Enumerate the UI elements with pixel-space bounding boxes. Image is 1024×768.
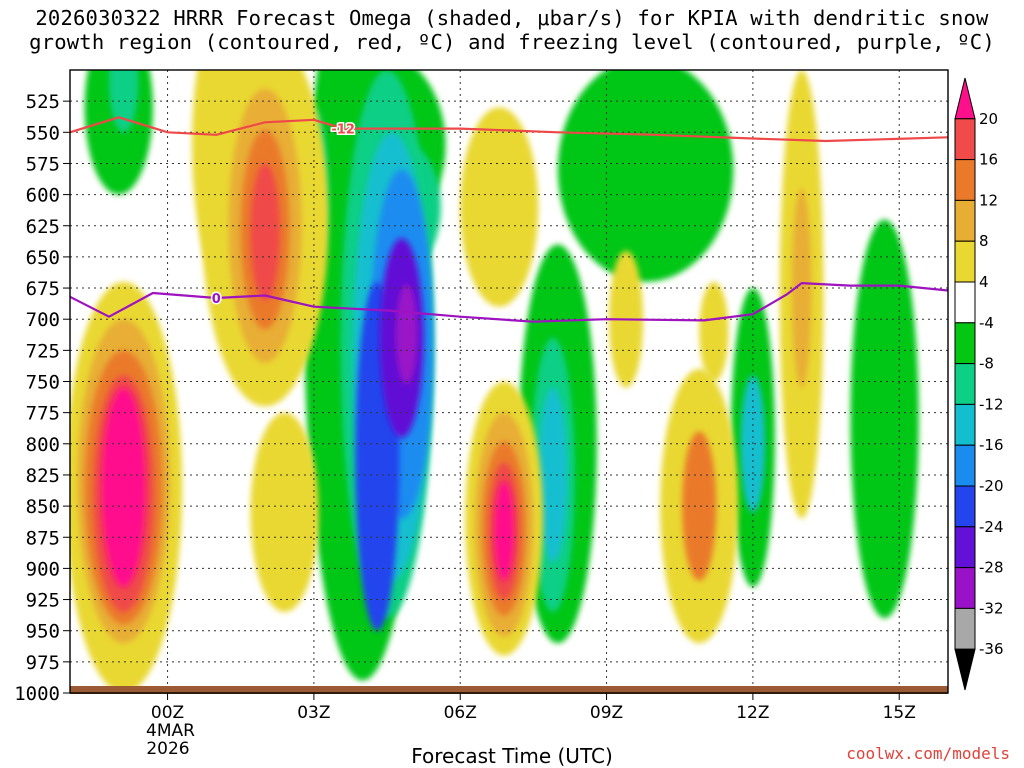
colorbar-top-arrow bbox=[954, 77, 976, 120]
y-tick-label: 1000 bbox=[14, 683, 60, 705]
omega-pos-2d bbox=[250, 163, 280, 301]
colorbar: 20 16 12 8 4 -4 -8 -12 -16 -20 -24 -28 -32 -36 bbox=[954, 77, 1004, 691]
chart-title-line1: 2026030322 HRRR Forecast Omega (shaded, … bbox=[35, 6, 989, 30]
colorbar-label: 12 bbox=[979, 191, 998, 209]
colorbar-swatch bbox=[954, 567, 976, 609]
omega-neg-6b bbox=[109, 70, 139, 133]
colorbar-swatch bbox=[954, 322, 976, 365]
dendritic-contour bbox=[70, 116, 948, 143]
y-tick-label: 625 bbox=[26, 216, 60, 238]
colorbar-label: -36 bbox=[979, 640, 1004, 658]
y-tick-label: 900 bbox=[26, 558, 60, 580]
y-tick-label: 650 bbox=[26, 247, 60, 269]
colorbar-label: -24 bbox=[979, 518, 1004, 536]
colorbar-swatch bbox=[954, 403, 976, 446]
y-tick-label: 575 bbox=[26, 153, 60, 175]
colorbar-swatch bbox=[954, 199, 976, 242]
date-label-year: 2026 bbox=[146, 739, 190, 759]
omega-pos-5b bbox=[682, 431, 717, 581]
colorbar-label: 4 bbox=[979, 273, 989, 291]
y-axis: 525 550 575 600 625 650 675 700 725 750 775 800 825 8… bbox=[14, 91, 70, 705]
colorbar-label: 8 bbox=[979, 232, 989, 250]
omega-pos-8 bbox=[460, 107, 539, 307]
colorbar-label: 16 bbox=[979, 151, 998, 169]
omega-neg-2c bbox=[538, 387, 568, 563]
omega-pos-3 bbox=[250, 412, 319, 613]
omega-pos-6b bbox=[791, 188, 812, 388]
y-tick-label: 750 bbox=[26, 372, 60, 394]
omega-shading bbox=[70, 70, 919, 693]
colorbar-label: -28 bbox=[979, 559, 1004, 577]
y-tick-label: 800 bbox=[26, 434, 60, 456]
colorbar-label: 20 bbox=[979, 110, 998, 128]
colorbar-swatch bbox=[954, 526, 976, 569]
colorbar-swatch bbox=[954, 607, 976, 650]
omega-neg-5 bbox=[850, 219, 919, 619]
y-tick-label: 825 bbox=[26, 465, 60, 487]
colorbar-bottom-arrow bbox=[954, 648, 976, 691]
freezing-contour-label: 0 bbox=[212, 292, 221, 307]
omega-pos-peak2 bbox=[494, 481, 514, 581]
colorbar-swatch bbox=[954, 444, 976, 487]
colorbar-label: -8 bbox=[979, 355, 994, 373]
x-tick-label: 06Z bbox=[444, 703, 477, 723]
colorbar-swatch bbox=[954, 363, 976, 405]
y-tick-label: 975 bbox=[26, 652, 60, 674]
x-tick-label: 03Z bbox=[297, 703, 330, 723]
colorbar-label: -20 bbox=[979, 477, 1004, 495]
dendritic-contour-label: -12 bbox=[331, 123, 355, 138]
y-tick-label: 925 bbox=[26, 590, 60, 612]
x-tick-label: 00Z bbox=[151, 703, 184, 723]
y-tick-label: 850 bbox=[26, 496, 60, 518]
ground-strip bbox=[70, 686, 948, 694]
colorbar-label: -32 bbox=[979, 599, 1004, 617]
x-tick-label: 15Z bbox=[883, 703, 916, 723]
y-tick-label: 700 bbox=[26, 309, 60, 331]
colorbar-swatch bbox=[954, 485, 976, 528]
x-tick-label: 12Z bbox=[736, 703, 769, 723]
colorbar-label: -12 bbox=[979, 395, 1004, 413]
colorbar-label: -4 bbox=[979, 314, 994, 332]
colorbar-swatch bbox=[954, 159, 976, 201]
omega-neg-peak bbox=[395, 284, 418, 384]
y-tick-label: 950 bbox=[26, 621, 60, 643]
x-axis: 00Z 03Z 06Z 09Z 12Z 15Z bbox=[151, 693, 916, 723]
date-label: 4MAR 2026 bbox=[146, 721, 195, 759]
omega-pos-9 bbox=[699, 281, 729, 382]
colorbar-label: -16 bbox=[979, 436, 1004, 454]
contour-lines: -12 0 bbox=[70, 116, 948, 323]
freezing-contour bbox=[70, 282, 948, 323]
colorbar-swatch bbox=[954, 281, 976, 324]
colorbar-swatch bbox=[954, 118, 976, 161]
y-tick-label: 675 bbox=[26, 278, 60, 300]
y-tick-label: 525 bbox=[26, 91, 60, 113]
x-tick-label: 09Z bbox=[590, 703, 623, 723]
y-tick-label: 725 bbox=[26, 340, 60, 362]
omega-neg-3 bbox=[557, 70, 734, 282]
omega-pos-peak bbox=[101, 387, 146, 588]
x-axis-title: Forecast Time (UTC) bbox=[411, 744, 613, 768]
colorbar-swatch bbox=[954, 240, 976, 283]
y-tick-label: 550 bbox=[26, 122, 60, 144]
y-tick-label: 875 bbox=[26, 527, 60, 549]
date-label-day: 4MAR bbox=[146, 721, 195, 741]
site-watermark: coolwx.com/models bbox=[846, 744, 1010, 763]
y-tick-label: 600 bbox=[26, 185, 60, 207]
chart-title: 2026030322 HRRR Forecast Omega (shaded, … bbox=[0, 6, 1024, 54]
y-tick-label: 775 bbox=[26, 403, 60, 425]
chart-title-line2: growth region (contoured, red, ºC) and f… bbox=[29, 30, 995, 54]
